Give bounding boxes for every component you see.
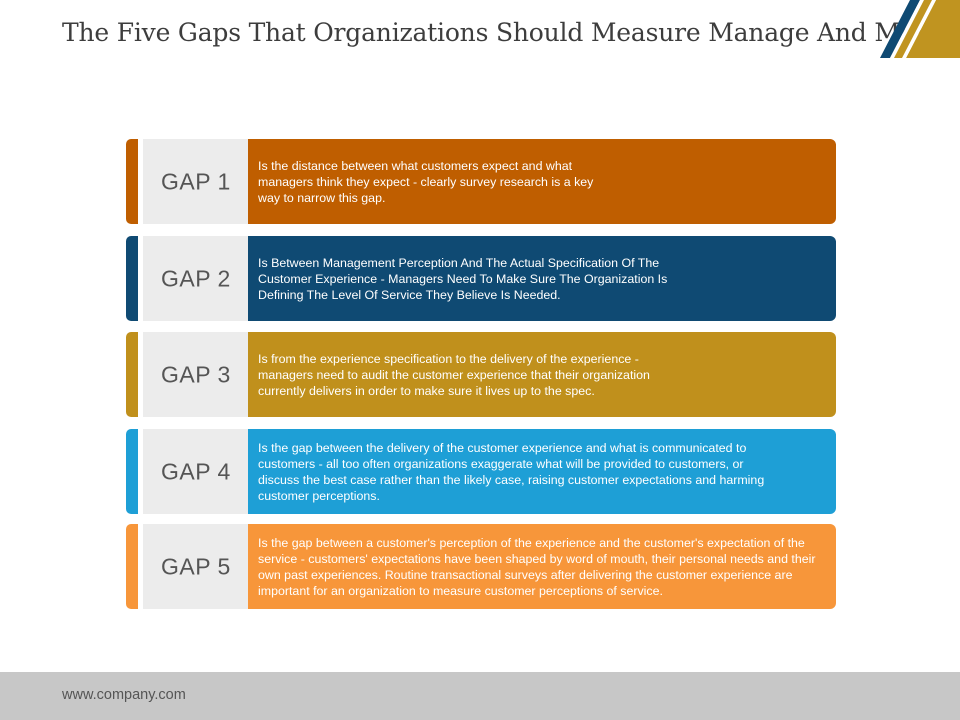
gap-row-4: Is the gap between the delivery of the c… xyxy=(126,429,836,514)
gap-description-box: Is from the experience specification to … xyxy=(248,332,836,417)
gap-label: GAP 4 xyxy=(161,458,231,484)
gap-description-box: Is Between Management Perception And The… xyxy=(248,236,836,321)
gap-label: GAP 1 xyxy=(161,168,231,194)
footer-url[interactable]: www.company.com xyxy=(62,687,186,703)
gap-row-3: Is from the experience specification to … xyxy=(126,332,836,417)
gap-description: Is the gap between a customer's percepti… xyxy=(258,535,816,598)
corner-gold-block xyxy=(906,0,960,58)
gap-label-box: GAP 5 xyxy=(143,524,248,609)
gap-description: Is the gap between the delivery of the c… xyxy=(258,440,765,503)
gap-accent xyxy=(126,524,138,609)
gap-label: GAP 2 xyxy=(161,265,231,291)
corner-decoration xyxy=(880,0,960,58)
gap-row-2: Is Between Management Perception And The… xyxy=(126,236,836,321)
gap-description: Is from the experience specification to … xyxy=(258,351,650,398)
gap-description-box: Is the distance between what customers e… xyxy=(248,139,836,224)
gap-description-box: Is the gap between the delivery of the c… xyxy=(248,429,836,514)
gap-description: Is Between Management Perception And The… xyxy=(258,255,668,302)
slide-title: The Five Gaps That Organizations Should … xyxy=(62,18,960,47)
gap-accent xyxy=(126,332,138,417)
footer-bar: www.company.com xyxy=(0,672,960,720)
gap-accent xyxy=(126,236,138,321)
gap-accent xyxy=(126,139,138,224)
gap-label-box: GAP 2 xyxy=(143,236,248,321)
gap-label-box: GAP 3 xyxy=(143,332,248,417)
gap-row-1: Is the distance between what customers e… xyxy=(126,139,836,224)
corner-navy-stripe xyxy=(880,0,920,58)
gap-accent xyxy=(126,429,138,514)
gap-label: GAP 5 xyxy=(161,553,231,579)
gap-label-box: GAP 4 xyxy=(143,429,248,514)
gap-label-box: GAP 1 xyxy=(143,139,248,224)
gap-row-5: Is the gap between a customer's percepti… xyxy=(126,524,836,609)
gap-label: GAP 3 xyxy=(161,361,231,387)
gap-description-box: Is the gap between a customer's percepti… xyxy=(248,524,836,609)
corner-gold-stripe xyxy=(894,0,932,58)
gap-description: Is the distance between what customers e… xyxy=(258,158,594,205)
